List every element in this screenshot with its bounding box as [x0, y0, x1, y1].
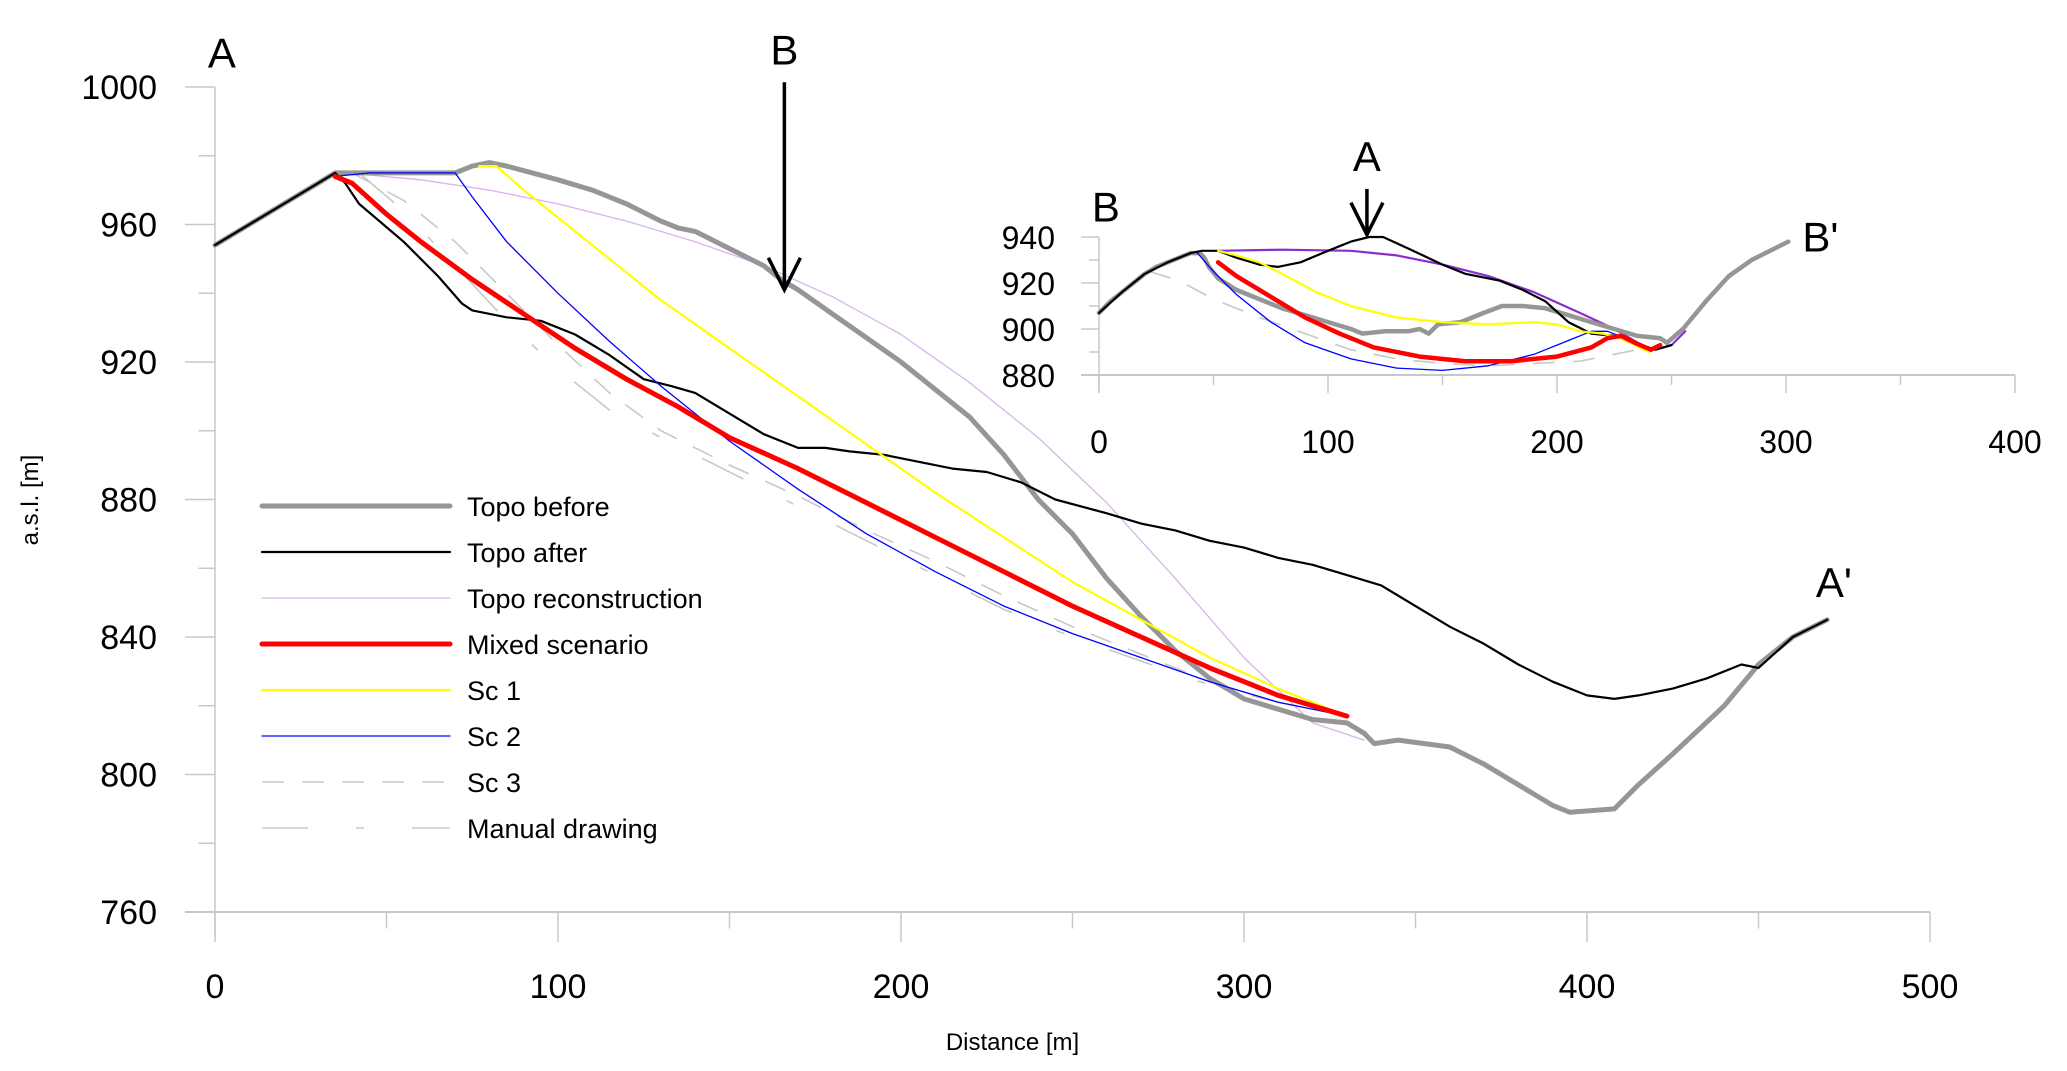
inset-annotation-b-prime: B' [1802, 213, 1838, 260]
inset-annotations: B A B' [1092, 133, 1839, 261]
main-annotation-b: B [770, 26, 798, 73]
legend-item: Manual drawing [262, 814, 658, 844]
inset-annotation-a: A [1353, 133, 1381, 180]
main-x-tick-label: 400 [1559, 968, 1616, 1006]
main-y-tick-label: 920 [100, 344, 157, 382]
main-y-tick-label: 760 [100, 894, 157, 932]
main-x-tick-label: 100 [530, 968, 587, 1006]
main-series-sc-2 [334, 172, 1348, 717]
legend-item: Topo before [259, 492, 610, 522]
main-x-axis-title: Distance [m] [946, 1029, 1079, 1056]
legend-label: Topo after [467, 538, 587, 568]
main-series-manual-drawing [358, 172, 1330, 714]
main-annotations: A B A' [208, 26, 1852, 606]
main-x-tick-label: 300 [1216, 968, 1273, 1006]
inset-y-tick-label: 900 [1002, 312, 1055, 348]
inset-y-tick-label: 920 [1002, 266, 1055, 302]
main-arrow-head-icon [766, 257, 802, 294]
main-series-topo-reconstruction [344, 172, 1365, 741]
legend: Topo before Topo after Topo reconstruction… [259, 492, 703, 844]
main-series [212, 160, 1830, 815]
main-x-tick-label: 0 [206, 968, 225, 1006]
main-y-tick-label: 840 [100, 619, 157, 657]
main-x-tick-label: 200 [873, 968, 930, 1006]
inset-x-tick-label: 300 [1759, 424, 1812, 460]
main-y-tick-label: 800 [100, 757, 157, 795]
legend-label: Manual drawing [467, 814, 658, 844]
legend-label: Sc 3 [467, 768, 521, 798]
inset-series-topo-after [1097, 235, 1673, 351]
inset-axes: 880 900 920 940 0 100 200 300 400 [1002, 220, 2042, 460]
inset-x-tick-label: 0 [1090, 424, 1108, 460]
main-y-tick-label: 960 [100, 207, 157, 245]
inset-series-topo-before [1096, 239, 1791, 346]
main-y-axis-title: a.s.l. [m] [17, 455, 44, 546]
main-series-topo-before [212, 160, 1830, 815]
legend-item: Topo reconstruction [261, 584, 703, 614]
legend-item: Mixed scenario [259, 630, 649, 660]
main-x-tick-label: 500 [1902, 968, 1959, 1006]
main-series-sc-1 [478, 165, 1348, 718]
legend-item: Topo after [260, 538, 587, 568]
legend-item: Sc 2 [261, 722, 521, 752]
inset-series-sc-3 [1149, 270, 1649, 367]
main-series-topo-after [213, 171, 1829, 700]
inset-x-tick-label: 100 [1301, 424, 1354, 460]
inset-y-tick-label: 880 [1002, 358, 1055, 394]
legend-label: Topo before [467, 492, 610, 522]
main-series-sc-3 [351, 172, 1330, 714]
main-y-tick-label: 880 [100, 482, 157, 520]
legend-item: Sc 1 [260, 676, 521, 706]
inset-annotation-b: B [1092, 184, 1120, 231]
inset-series [1096, 235, 1791, 372]
main-annotation-a-prime: A' [1816, 559, 1852, 606]
legend-label: Mixed scenario [467, 630, 649, 660]
inset-x-tick-label: 400 [1988, 424, 2041, 460]
legend-label: Topo reconstruction [467, 584, 703, 614]
main-y-tick-label: 1000 [81, 69, 157, 107]
legend-label: Sc 2 [467, 722, 521, 752]
legend-item: Sc 3 [262, 768, 521, 798]
main-series-mixed-scenario [332, 173, 1350, 719]
inset-series-mixed-scenario [1215, 260, 1663, 364]
inset-y-tick-label: 940 [1002, 220, 1055, 256]
main-annotation-a: A [208, 30, 236, 77]
legend-label: Sc 1 [467, 676, 521, 706]
inset-arrow-head-icon [1349, 201, 1385, 239]
inset-x-tick-label: 200 [1530, 424, 1583, 460]
